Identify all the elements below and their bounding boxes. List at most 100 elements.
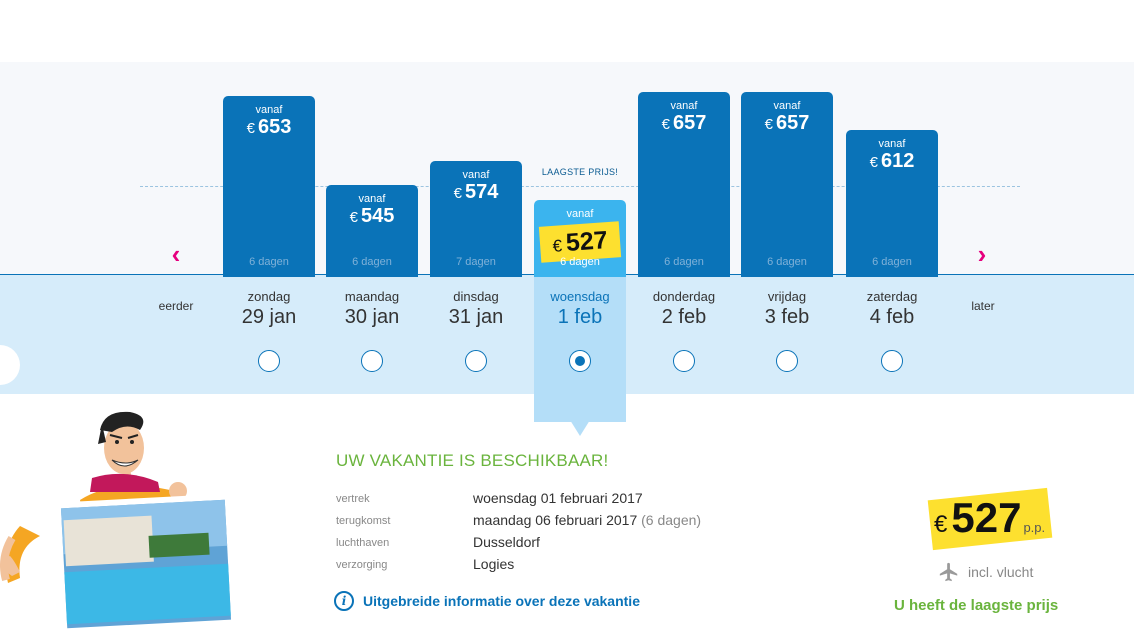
currency-symbol: € (764, 116, 773, 134)
price-amount: 527 (951, 494, 1022, 541)
weekday: maandag (344, 289, 400, 304)
currency-symbol: € (551, 236, 563, 256)
date: 2 feb (661, 306, 707, 328)
day-radio[interactable] (465, 350, 487, 372)
day-label[interactable]: donderdag 2 feb (638, 289, 730, 329)
detail-label: vertrek (336, 493, 370, 505)
availability-title: UW VAKANTIE IS BESCHIKBAAR! (336, 451, 609, 470)
price-bar[interactable]: vanaf €612 6 dagen (846, 129, 938, 277)
date: 3 feb (764, 306, 810, 328)
price-bar[interactable]: vanaf €657 6 dagen (638, 92, 730, 277)
detail-label: verzorging (336, 559, 388, 571)
price-bar[interactable]: vanaf €653 6 dagen (223, 95, 315, 277)
day-radio[interactable] (776, 350, 798, 372)
day-label[interactable]: vrijdag 3 feb (741, 289, 833, 329)
weekday: woensdag (550, 289, 610, 304)
from-label: vanaf (670, 100, 698, 113)
day-label[interactable]: dinsdag 31 jan (430, 289, 522, 329)
chevron-left-icon[interactable]: ‹ (171, 239, 181, 269)
flight-text: incl. vlucht (968, 564, 1034, 580)
lowest-price-message: U heeft de laagste prijs (894, 597, 1059, 614)
date: 29 jan (241, 306, 297, 328)
day-label[interactable]: woensdag 1 feb (534, 289, 626, 329)
bar-price-value: 657 (775, 112, 810, 135)
date: 31 jan (448, 306, 504, 328)
lowest-price-tag: LAAGSTE PRIJS! (541, 167, 619, 177)
detail-value-text: Dusseldorf (473, 534, 540, 550)
trip-duration: 6 dagen (352, 256, 392, 268)
day-radio[interactable] (881, 350, 903, 372)
from-label: vanaf (566, 207, 594, 220)
currency-symbol: € (869, 153, 878, 171)
total-price: € 527 p.p. (934, 494, 1045, 542)
weekday: zondag (247, 289, 291, 304)
day-label[interactable]: zaterdag 4 feb (846, 289, 938, 329)
trip-duration: 6 dagen (560, 255, 600, 268)
from-label: vanaf (773, 100, 801, 113)
detail-value: Dusseldorf (473, 534, 540, 550)
day-radio[interactable] (258, 350, 280, 372)
detail-value: maandag 06 februari 2017 (6 dagen) (473, 512, 701, 528)
weekday: donderdag (652, 289, 716, 304)
detail-value-text: maandag 06 februari 2017 (473, 512, 638, 528)
bar-price-value: 657 (672, 112, 707, 135)
trip-duration: 6 dagen (872, 255, 912, 268)
price-bar[interactable]: vanaf €657 6 dagen (741, 92, 833, 277)
trip-duration: 6 dagen (767, 255, 807, 268)
bar-price-value: 653 (257, 115, 292, 138)
earlier-link[interactable]: eerder (158, 299, 194, 313)
day-label[interactable]: maandag 30 jan (326, 289, 418, 329)
bar-price: €653 (223, 116, 315, 140)
detail-label: terugkomst (336, 515, 391, 527)
bar-price-value: 612 (880, 149, 915, 172)
average-price-line (140, 186, 1020, 187)
trip-duration: 7 dagen (456, 255, 496, 268)
bar-price-value: 545 (360, 204, 395, 227)
date: 4 feb (869, 306, 915, 328)
trip-duration: 6 dagen (249, 255, 289, 268)
from-label: vanaf (358, 192, 386, 205)
bar-price: €545 (326, 205, 418, 229)
detail-value-text: woensdag 01 februari 2017 (473, 490, 643, 506)
weekday: zaterdag (866, 289, 918, 304)
day-radio[interactable] (673, 350, 695, 372)
detail-value: woensdag 01 februari 2017 (473, 490, 643, 506)
bar-price: €612 (846, 150, 938, 174)
selected-day-pointer (570, 420, 590, 436)
chevron-right-icon[interactable]: › (977, 239, 987, 269)
day-label[interactable]: zondag 29 jan (223, 289, 315, 329)
weekday: dinsdag (453, 289, 499, 304)
later-link[interactable]: later (971, 299, 995, 313)
weekday: vrijdag (767, 289, 807, 304)
flight-included: incl. vlucht (938, 561, 1033, 583)
currency-symbol: € (661, 116, 670, 134)
bar-price-value: 574 (464, 180, 499, 203)
from-label: vanaf (462, 168, 490, 181)
day-radio[interactable] (569, 350, 591, 372)
info-icon: i (334, 591, 354, 611)
bar-price: €657 (741, 112, 833, 136)
flag-price-value: 527 (564, 225, 609, 257)
trip-duration: 6 dagen (664, 255, 704, 268)
cloud-decoration (0, 345, 20, 385)
date: 30 jan (344, 306, 400, 328)
date: 1 feb (557, 306, 603, 328)
currency-symbol: € (349, 208, 358, 226)
day-radio[interactable] (361, 350, 383, 372)
detail-label: luchthaven (336, 537, 390, 549)
from-label: vanaf (878, 137, 906, 150)
price-currency: € (934, 511, 948, 538)
selected-day-highlight (534, 274, 626, 422)
price-bar[interactable]: vanaf €545 6 dagen (326, 184, 418, 277)
more-info-link[interactable]: i Uitgebreide informatie over deze vakan… (334, 591, 640, 611)
detail-value-text: Logies (473, 556, 515, 572)
price-bar[interactable]: vanaf €574 7 dagen (430, 160, 522, 277)
bar-price: €574 (430, 181, 522, 205)
bar-price: €657 (638, 112, 730, 136)
plane-icon (939, 562, 958, 582)
detail-duration: (6 dagen) (641, 512, 702, 528)
mascot-with-hotel-photo (0, 411, 238, 631)
currency-symbol: € (246, 119, 255, 137)
